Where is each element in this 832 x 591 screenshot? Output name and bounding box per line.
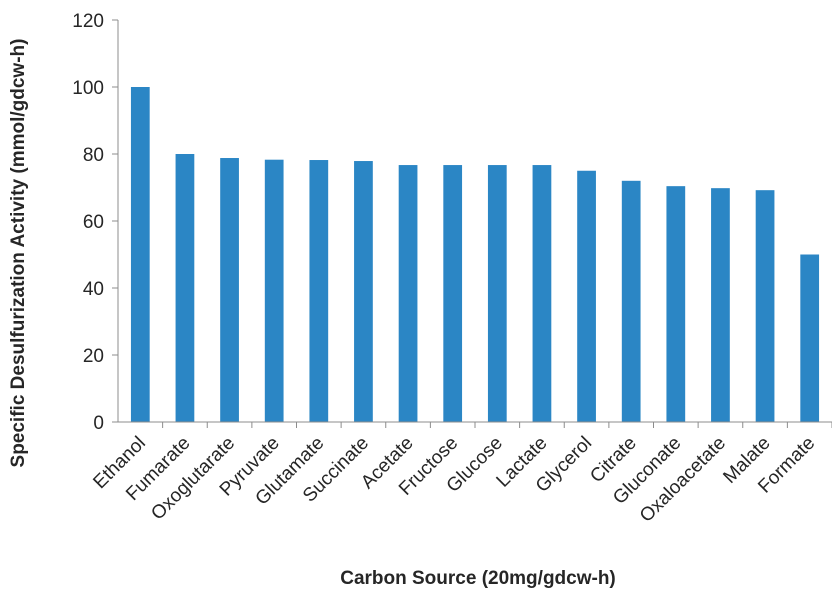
bar-glucose [487, 165, 507, 422]
bar-formate [800, 254, 820, 422]
bar-fumarate [175, 154, 195, 422]
bar-malate [755, 190, 775, 422]
bar-gluconate [666, 186, 686, 422]
bar-oxaloacetate [711, 188, 730, 422]
y-tick-label: 20 [83, 346, 104, 367]
bar-succinate [354, 161, 373, 422]
y-tick-label: 120 [72, 11, 104, 32]
bar-acetate [398, 165, 418, 422]
x-axis: EthanolFumarateOxoglutaratePyruvateGluta… [89, 421, 832, 527]
bar-oxoglutarate [220, 158, 239, 422]
bar-lactate [532, 165, 552, 422]
bars [130, 87, 820, 422]
bar-pyruvate [264, 159, 284, 422]
bar-glycerol [577, 170, 596, 422]
x-axis-title: Carbon Source (20mg/gdcw-h) [340, 568, 616, 589]
y-axis-title: Specific Desulfurization Activity (mmol/… [8, 39, 29, 468]
y-tick-label: 60 [83, 212, 104, 233]
y-tick-label: 40 [83, 279, 104, 300]
y-tick-label: 100 [72, 78, 104, 99]
bar-ethanol [130, 87, 150, 422]
bar-fructose [443, 165, 463, 422]
bar-glutamate [309, 160, 329, 422]
bar-citrate [621, 180, 641, 422]
y-tick-label: 0 [93, 413, 104, 434]
y-axis: 0 20 40 60 80 100 120 [72, 11, 119, 434]
y-tick-label: 80 [83, 145, 104, 166]
